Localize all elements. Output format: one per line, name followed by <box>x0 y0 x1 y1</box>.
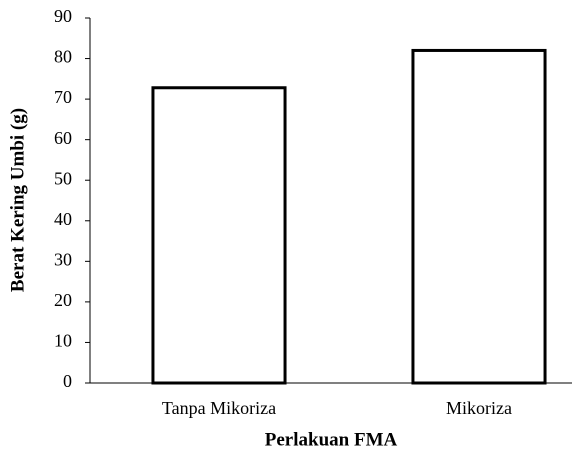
y-tick-label: 20 <box>54 290 72 310</box>
y-tick-label: 80 <box>54 47 72 67</box>
y-axis-title: Berat Kering Umbi (g) <box>7 108 28 292</box>
y-tick-label: 30 <box>54 249 72 269</box>
y-tick-label: 70 <box>54 87 72 107</box>
x-tick-label: Tanpa Mikoriza <box>162 398 276 418</box>
bar <box>151 86 287 385</box>
y-tick-label: 90 <box>54 6 72 26</box>
bar <box>411 48 547 385</box>
y-tick-label: 10 <box>54 331 72 351</box>
y-tick-label: 40 <box>54 209 72 229</box>
x-axis-title: Perlakuan FMA <box>265 429 398 450</box>
x-tick-label: Mikoriza <box>446 398 512 418</box>
y-tick-label: 60 <box>54 128 72 148</box>
y-tick-label: 50 <box>54 168 72 188</box>
y-tick-label: 0 <box>63 371 72 391</box>
